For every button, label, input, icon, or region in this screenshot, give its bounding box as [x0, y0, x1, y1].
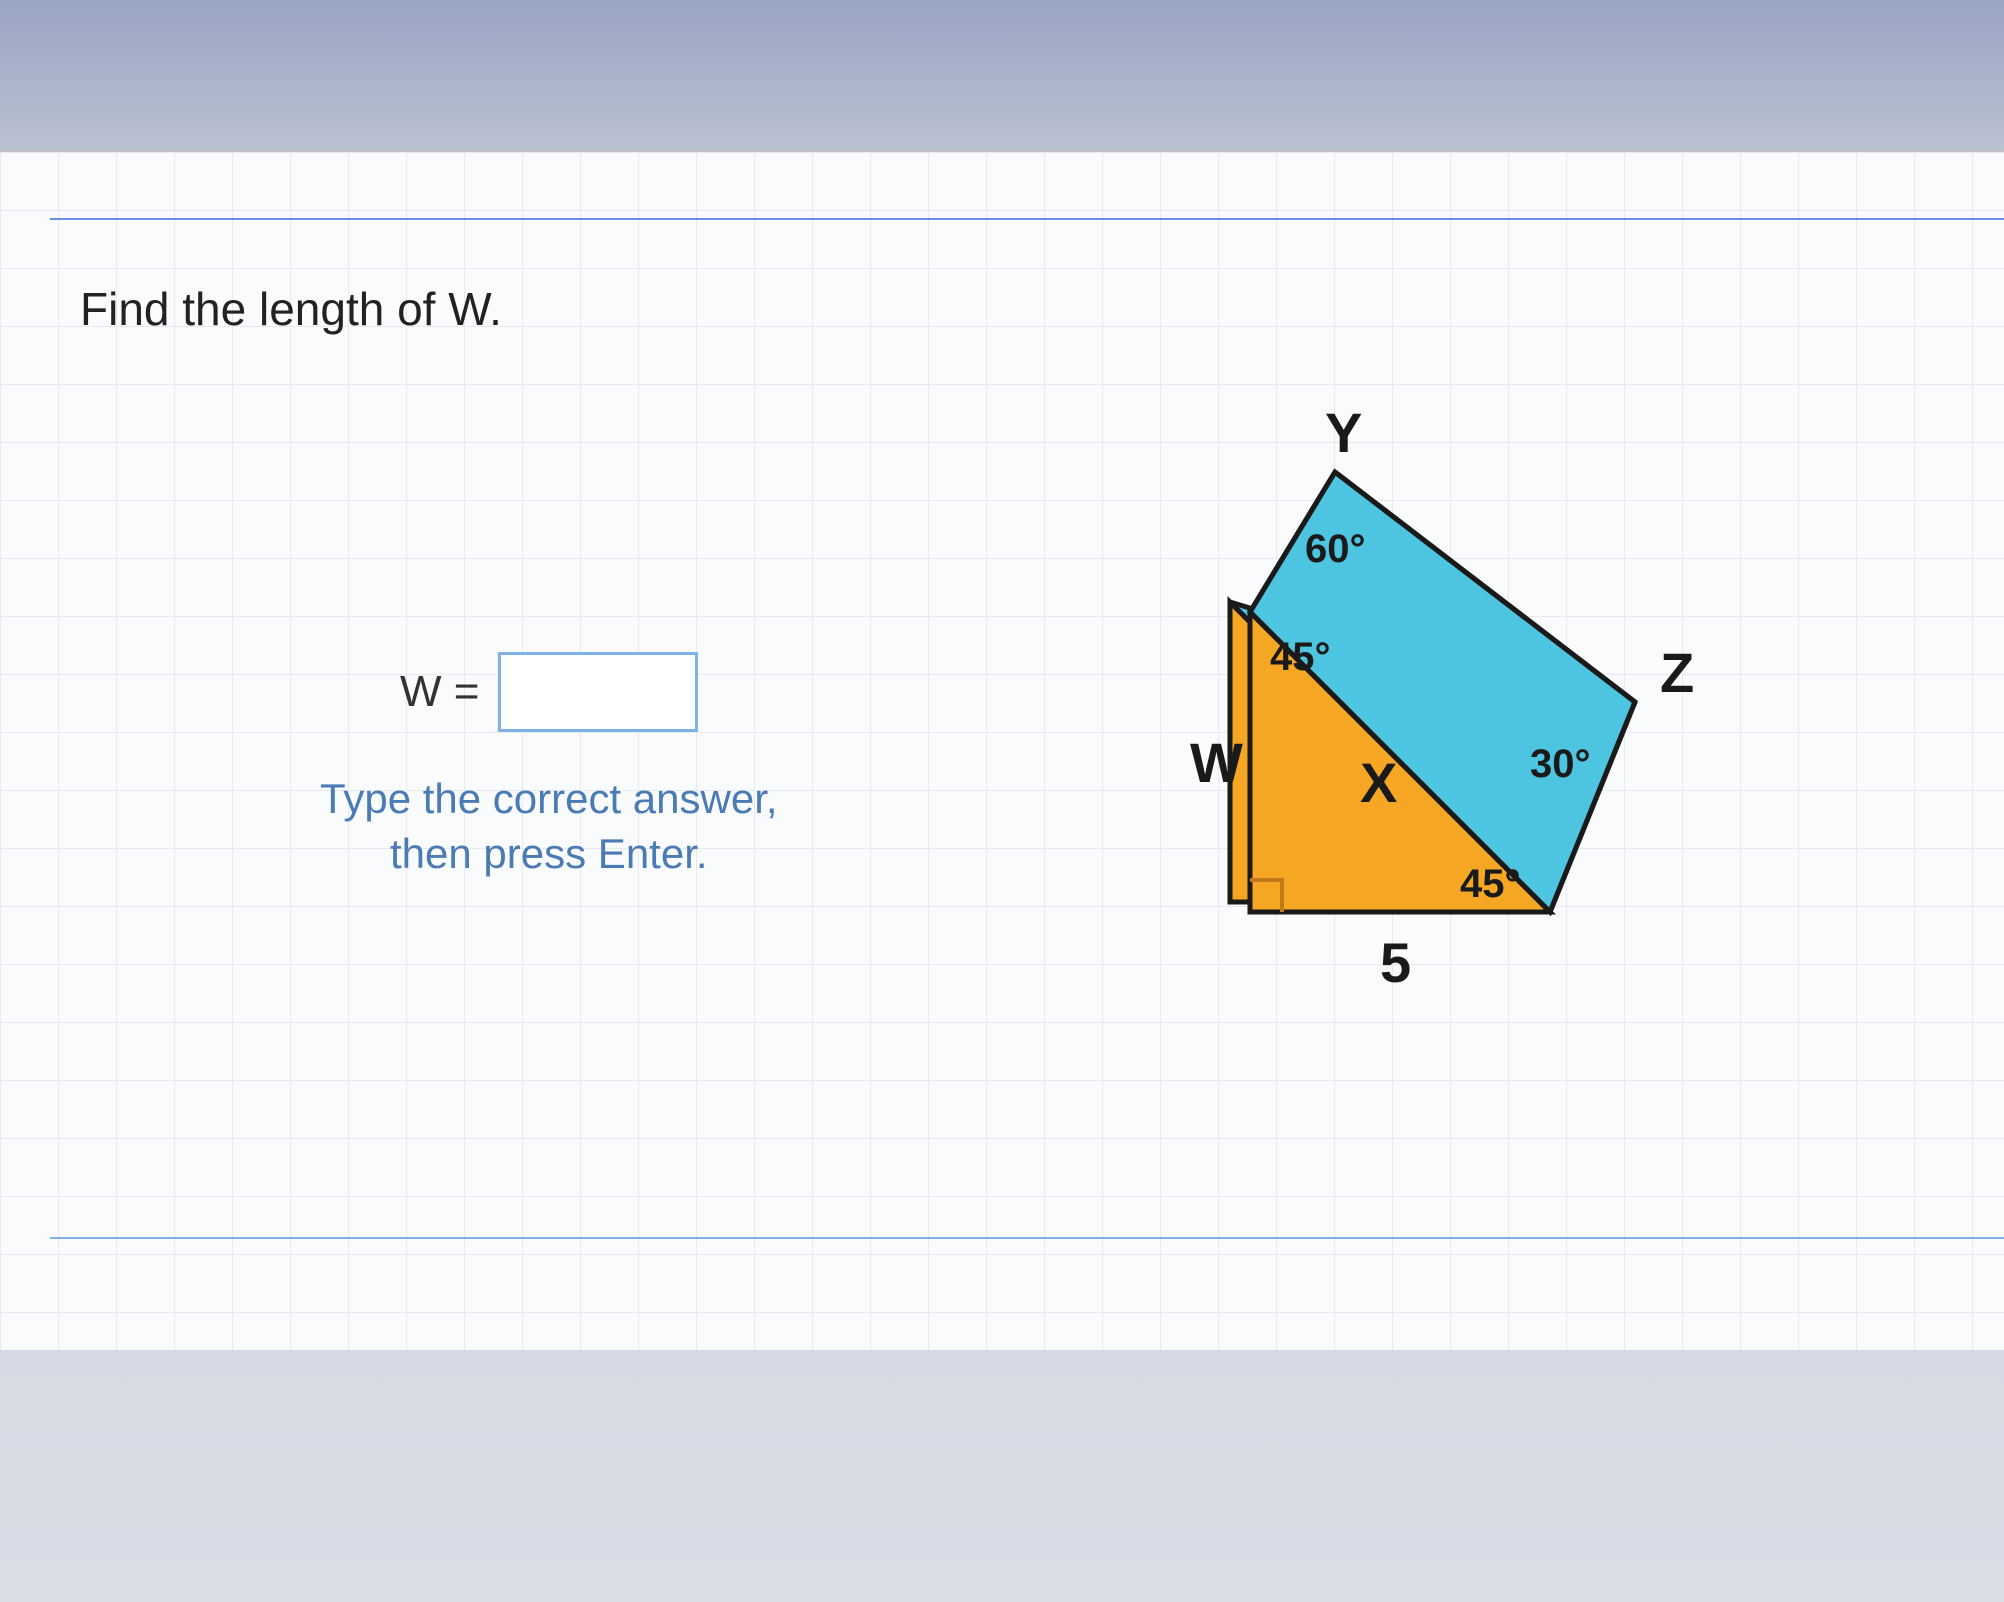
angle-45-top: 45° [1270, 635, 1331, 679]
figure-svg: W X Y Z 5 60° 45° 30° 45° [1130, 402, 1770, 1022]
question-window: Find the length of W. W = Type the corre… [0, 150, 2004, 1350]
bottom-divider [50, 1237, 2004, 1239]
answer-area: W = Type the correct answer, then press … [320, 652, 778, 881]
label-z: Z [1660, 641, 1694, 704]
hint-line-1: Type the correct answer, [320, 772, 778, 827]
question-text: Find the length of W. [80, 282, 502, 336]
geometry-figure: W X Y Z 5 60° 45° 30° 45° [1130, 402, 1770, 1022]
label-w: W [1190, 731, 1243, 794]
angle-30: 30° [1530, 742, 1591, 786]
label-x: X [1360, 751, 1397, 814]
answer-row: W = [320, 652, 778, 732]
answer-input[interactable] [498, 652, 698, 732]
angle-45-bottom: 45° [1460, 862, 1521, 906]
hint-text: Type the correct answer, then press Ente… [320, 772, 778, 881]
angle-60: 60° [1305, 527, 1366, 571]
answer-label: W = [400, 667, 479, 717]
label-bottom-5: 5 [1380, 931, 1411, 994]
top-divider [50, 218, 2004, 220]
hint-line-2: then press Enter. [320, 827, 778, 882]
label-y: Y [1325, 401, 1362, 464]
desktop-background: Find the length of W. W = Type the corre… [0, 0, 2004, 1602]
